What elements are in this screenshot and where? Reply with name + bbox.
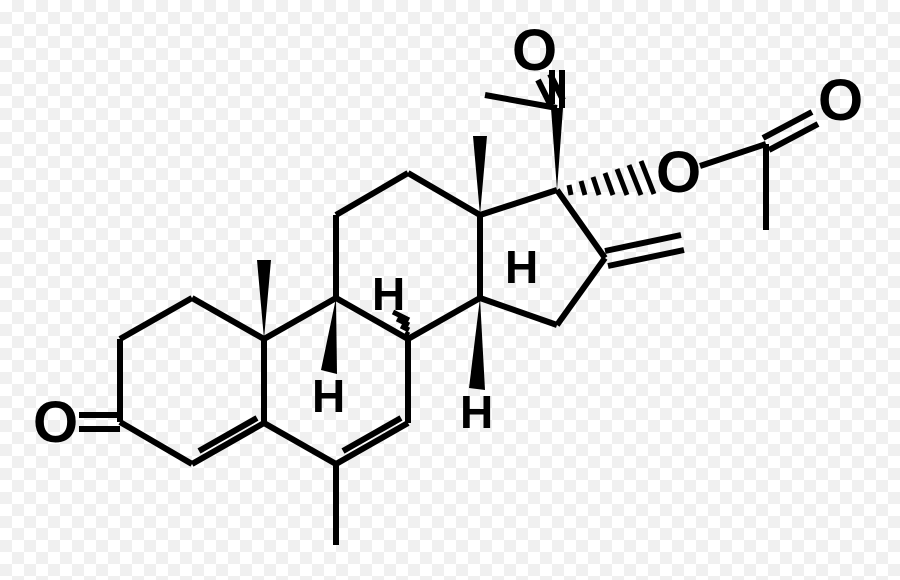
bond-C5-C6	[264, 423, 336, 464]
bond-C14-C8	[408, 298, 480, 339]
bond-C9-C10	[264, 298, 336, 339]
bond-C17-C13	[480, 190, 557, 215]
bond-C15-C16	[557, 258, 605, 325]
atom-H9: H	[312, 370, 345, 422]
atom-O3: O	[656, 140, 701, 205]
chemical-structure: O O O O H H H H H	[0, 0, 900, 580]
bond-O3-C23	[700, 144, 766, 166]
wedge-C9-H	[321, 298, 337, 374]
bond-C2-C3	[120, 298, 192, 339]
bond-C1-C4	[120, 422, 192, 464]
bond-C16-C17	[557, 190, 605, 258]
wedge-C17-C20	[551, 108, 563, 190]
bond-C4-C5-double	[192, 418, 264, 464]
wedge-C10-Me	[257, 260, 271, 339]
wedge-C14-H	[469, 298, 485, 390]
atom-H8: H	[372, 268, 405, 320]
atom-H14b: H	[460, 386, 493, 438]
bond-C23-O4-double	[763, 112, 818, 150]
wedge-C13-Me	[473, 136, 487, 215]
atom-O1: O	[33, 390, 78, 455]
atom-O4: O	[818, 68, 863, 133]
atom-H-upper: H	[505, 241, 538, 293]
hash-C17-O3	[569, 161, 654, 195]
bond-C14-C15	[480, 298, 557, 325]
bond-C3-C10	[192, 298, 264, 339]
atom-O2: O	[512, 18, 557, 83]
bond-C16-CH2-double	[605, 235, 684, 266]
bond-C12-C13	[408, 173, 480, 215]
bond-C6-C7-double	[336, 418, 408, 464]
bond-C1-O1-double	[79, 415, 120, 429]
bond-C11-C12	[336, 173, 408, 215]
